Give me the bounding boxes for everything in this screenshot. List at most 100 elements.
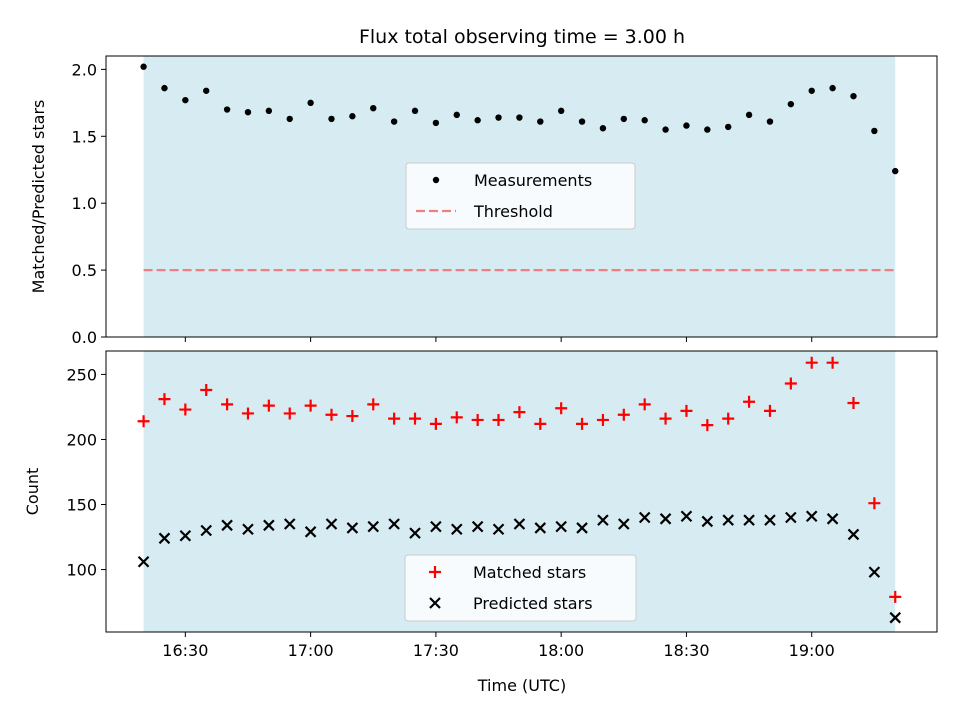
matched-star-point — [409, 412, 422, 425]
chart-title: Flux total observing time = 3.00 h — [359, 26, 685, 48]
predicted-star-point — [450, 523, 463, 536]
measurement-point — [620, 115, 628, 123]
legend-label: Measurements — [474, 171, 592, 190]
predicted-star-point — [221, 519, 233, 532]
predicted-star-point — [597, 514, 609, 526]
predicted-star-point — [200, 524, 212, 537]
measurement-point — [871, 127, 878, 135]
measurement-point — [829, 84, 836, 92]
matched-star-point — [304, 399, 317, 412]
predicted-star-point — [889, 611, 902, 624]
measurement-point — [599, 125, 607, 132]
x-tick-label: 19:00 — [789, 641, 835, 660]
matched-star-point — [555, 402, 568, 415]
ratio-panel: 0.0 0.5 1.0 1.5 2.0 Matched/Predicted stars Me… — [29, 55, 938, 347]
matched-star-point — [346, 410, 359, 423]
predicted-star-point — [388, 518, 400, 530]
y-tick-label: 1.5 — [72, 127, 97, 146]
predicted-star-point — [701, 515, 714, 528]
y-axis-label: Matched/Predicted stars — [29, 100, 48, 294]
measurement-point — [787, 100, 795, 108]
predicted-star-point — [242, 523, 254, 536]
matched-star-point — [367, 398, 380, 411]
measurement-point — [704, 126, 711, 133]
axes-frame — [105, 350, 938, 633]
measurement-point — [683, 122, 690, 129]
x-tick-label: 17:00 — [288, 641, 334, 660]
matched-star-point — [388, 412, 401, 425]
predicted-star-point — [847, 528, 860, 541]
y-tick-label: 250 — [66, 365, 97, 384]
x-axis-label: Time (UTC) — [477, 676, 566, 695]
predicted-star-point — [513, 518, 526, 530]
x-tick-label: 17:30 — [413, 641, 459, 660]
measurement-point — [578, 118, 586, 125]
y-tick-label: 1.0 — [72, 194, 97, 213]
matched-star-point — [805, 356, 818, 369]
x-tick-label: 16:30 — [162, 641, 208, 660]
predicted-star-point — [638, 511, 651, 524]
matched-star-point — [847, 397, 860, 410]
matched-star-point — [200, 384, 213, 397]
measurement-point — [495, 114, 502, 121]
predicted-star-point — [826, 513, 839, 525]
matched-star-point — [659, 412, 672, 425]
axes-frame — [105, 55, 938, 338]
measurement-point — [223, 106, 231, 113]
matched-star-point — [784, 377, 797, 390]
predicted-star-point — [409, 527, 421, 539]
predicted-star-point — [471, 520, 484, 533]
count-panel: 100 150 200 250 16:30 17:00 17:30 18:00 18:30 19:… — [23, 350, 938, 660]
matched-star-point — [221, 398, 234, 411]
matched-star-point — [722, 412, 735, 425]
y-tick-label: 200 — [66, 430, 97, 449]
measurement-point — [662, 126, 669, 133]
predicted-star-point — [743, 514, 755, 526]
legend-label: Predicted stars — [473, 594, 593, 613]
measurement-point — [203, 87, 210, 94]
measurement-point — [390, 118, 398, 125]
matched-star-point — [868, 497, 881, 510]
measurement-point — [140, 63, 147, 70]
y-tick-label: 100 — [66, 561, 97, 580]
measurement-point — [411, 107, 419, 115]
predicted-star-point — [805, 510, 818, 522]
measurement-point — [850, 92, 857, 100]
measurement-point — [307, 99, 314, 107]
predicted-star-point — [659, 513, 672, 525]
matched-star-point — [596, 413, 609, 426]
measurement-point — [328, 115, 335, 123]
matched-star-point — [158, 393, 171, 406]
legend-predicted-swatch — [429, 597, 441, 609]
legend-measurement-swatch — [432, 176, 440, 184]
predicted-star-point — [304, 526, 317, 538]
predicted-star-point — [137, 555, 150, 568]
matched-star-point — [471, 413, 484, 426]
y-axis-label: Count — [23, 468, 42, 516]
matched-star-point — [262, 399, 275, 412]
predicted-star-point — [618, 518, 630, 530]
measurement-point — [370, 104, 377, 112]
measurement-point — [265, 107, 273, 115]
matched-star-point — [680, 404, 693, 417]
measurement-point — [537, 118, 544, 125]
x-tick-label: 18:00 — [538, 641, 584, 660]
measurement-point — [244, 109, 252, 116]
measurement-point — [432, 119, 440, 127]
predicted-star-point — [534, 522, 547, 534]
measurement-point — [516, 114, 523, 121]
predicted-star-point — [492, 523, 505, 536]
measurement-point — [349, 113, 356, 120]
predicted-star-point — [346, 522, 359, 534]
predicted-star-point — [722, 514, 734, 526]
matched-star-point — [450, 411, 463, 424]
legend-box — [404, 554, 637, 622]
matched-star-point — [889, 590, 902, 603]
matched-star-point — [241, 407, 254, 420]
measurement-point — [453, 111, 460, 119]
predicted-star-point — [325, 518, 338, 530]
measurement-point — [182, 96, 189, 104]
matched-star-point — [617, 408, 630, 421]
x-tick-label: 18:30 — [663, 641, 709, 660]
